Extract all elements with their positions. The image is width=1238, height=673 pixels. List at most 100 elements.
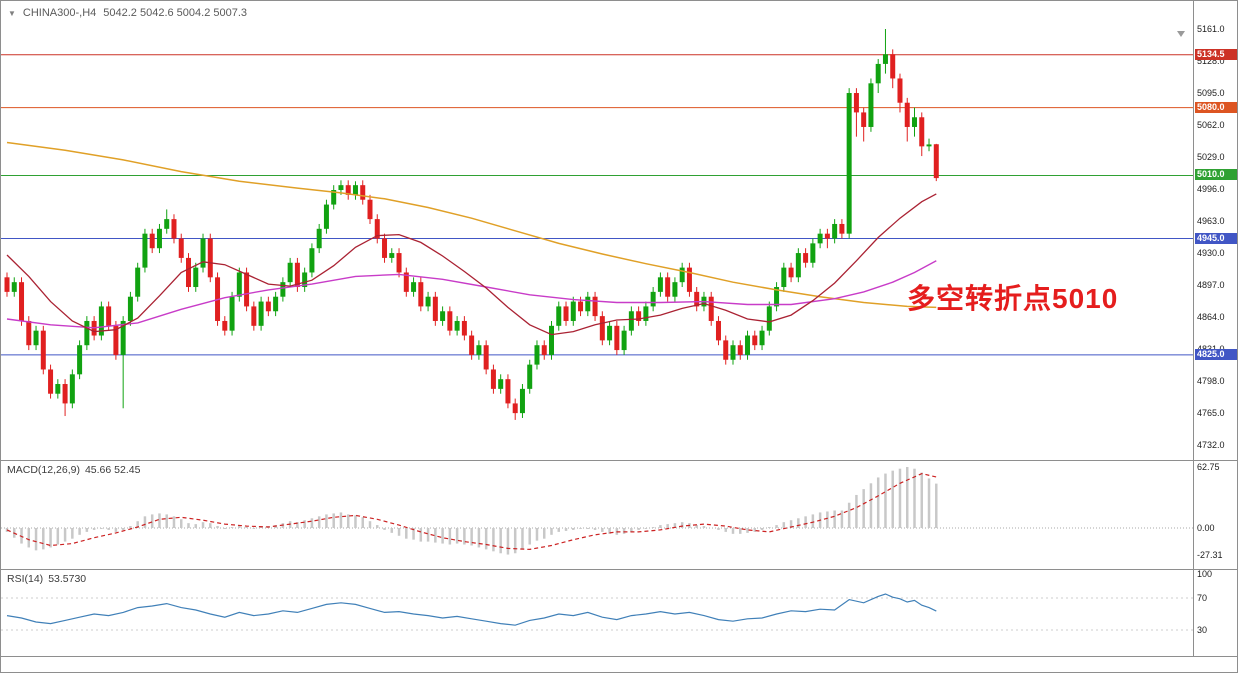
- candle-body: [244, 272, 250, 307]
- candle-body: [549, 325, 554, 355]
- candle-body: [106, 306, 112, 326]
- macd-tick: -27.31: [1197, 549, 1223, 560]
- rsi-chart[interactable]: [1, 569, 1193, 656]
- candle-body: [200, 238, 206, 268]
- candle-body: [280, 282, 286, 297]
- candle-body: [345, 185, 351, 195]
- candle-body: [628, 311, 634, 331]
- macd-tick: 0.00: [1197, 523, 1215, 533]
- candle-body: [563, 306, 569, 321]
- candle-body: [498, 379, 504, 389]
- candle-body: [352, 185, 358, 195]
- candle-body: [868, 83, 874, 127]
- candle-body: [882, 54, 888, 64]
- macd-panel[interactable]: MACD(12,26,9) 45.66 52.45: [1, 460, 1193, 569]
- candle-body: [766, 306, 772, 331]
- candle-body: [113, 325, 119, 355]
- candle-body: [135, 267, 141, 297]
- rsi-panel[interactable]: RSI(14) 53.5730: [1, 569, 1193, 656]
- candle-body: [694, 291, 700, 307]
- candle-body: [643, 306, 649, 321]
- candle-body: [534, 345, 540, 365]
- candle-body: [432, 296, 438, 321]
- price-tag-4945.0: 4945.0: [1195, 232, 1237, 244]
- candle-body: [657, 277, 663, 292]
- candle-body: [193, 267, 199, 288]
- candle-body: [331, 190, 337, 205]
- candle-body: [752, 335, 758, 346]
- price-tick: 4864.0: [1197, 312, 1225, 323]
- price-axis[interactable]: 5161.0 5128.0 5095.0 5062.0 5029.0 4996.0 4963…: [1193, 1, 1237, 656]
- rsi-params: RSI(14): [7, 573, 44, 585]
- candle-body: [723, 340, 729, 360]
- candle-body: [48, 369, 54, 394]
- candle-body: [839, 223, 845, 234]
- panel-separator[interactable]: [1, 460, 1237, 461]
- rsi-tick: 70: [1197, 593, 1208, 603]
- candle-body: [229, 296, 235, 331]
- candle-body: [679, 267, 685, 283]
- candle-body: [737, 345, 743, 355]
- annotation-text: 多空转折点5010: [907, 283, 1119, 314]
- chart-shift-marker[interactable]: [1177, 31, 1185, 37]
- ohlc-values: 5042.2 5042.6 5004.2 5007.3: [103, 7, 248, 19]
- symbol-period-label: CHINA300-,H4: [22, 7, 97, 19]
- candle-body: [621, 330, 627, 351]
- candle-body: [853, 93, 859, 113]
- candle-body: [607, 325, 613, 341]
- symbol-collapse-icon[interactable]: ▼: [8, 8, 16, 18]
- candle-body: [672, 282, 678, 297]
- candle-body: [890, 54, 896, 79]
- candle-body: [294, 262, 300, 288]
- rsi-tick: 100: [1197, 569, 1213, 579]
- candle-body: [846, 93, 852, 234]
- ma-darkred-line: [6, 193, 937, 336]
- candle-body: [926, 144, 932, 147]
- candle-body: [164, 219, 170, 229]
- candle-body: [527, 364, 533, 389]
- macd-chart[interactable]: [1, 460, 1193, 569]
- candle-body: [636, 311, 642, 321]
- candle-body: [519, 388, 525, 414]
- candle-body: [33, 330, 39, 346]
- candle-body: [469, 335, 475, 355]
- price-tick: 5095.0: [1197, 88, 1225, 99]
- price-tick: 4732.0: [1197, 440, 1225, 451]
- candle-body: [454, 320, 460, 331]
- candle-body: [650, 291, 656, 307]
- price-tick: 4996.0: [1197, 184, 1225, 195]
- price-tag-5010.0: 5010.0: [1195, 169, 1237, 181]
- price-tag-5080.0: 5080.0: [1195, 101, 1237, 113]
- candle-body: [40, 330, 46, 370]
- candlestick-chart[interactable]: [1, 1, 1193, 460]
- main-chart-panel[interactable]: ▼ CHINA300-,H4 5042.2 5042.6 5004.2 5007…: [1, 1, 1193, 460]
- candle-body: [120, 320, 126, 355]
- candle-body: [149, 233, 155, 249]
- candle-body: [273, 296, 279, 312]
- candle-body: [730, 345, 736, 360]
- candles-layer: [4, 29, 939, 420]
- candle-body: [774, 287, 780, 307]
- candle-body: [476, 345, 482, 355]
- price-tick: 4897.0: [1197, 280, 1225, 291]
- candle-body: [512, 403, 518, 414]
- candle-body: [745, 335, 751, 355]
- candle-body: [403, 272, 409, 292]
- candle-body: [374, 219, 380, 239]
- candle-body: [795, 253, 801, 278]
- candle-body: [251, 306, 257, 326]
- candle-body: [396, 253, 402, 273]
- panel-separator[interactable]: [1, 656, 1237, 657]
- time-axis[interactable]: [1, 656, 1237, 672]
- price-tick: 4930.0: [1197, 248, 1225, 259]
- candle-body: [222, 320, 228, 331]
- candle-body: [599, 316, 605, 341]
- ohlc-header: ▼ CHINA300-,H4 5042.2 5042.6 5004.2 5007…: [8, 7, 247, 19]
- panel-separator[interactable]: [1, 569, 1237, 570]
- candle-body: [708, 296, 714, 321]
- candle-body: [490, 369, 496, 389]
- candle-body: [592, 296, 598, 317]
- candle-body: [77, 345, 83, 375]
- candle-body: [156, 228, 162, 249]
